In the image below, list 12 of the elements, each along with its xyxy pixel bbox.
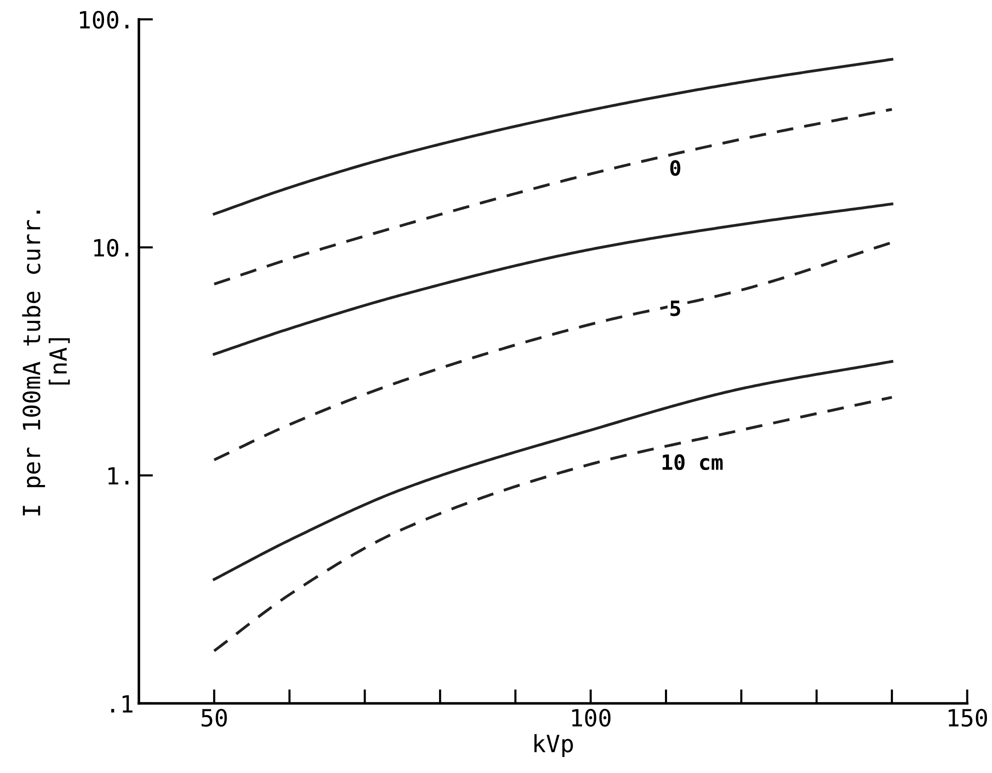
annotation: 0 xyxy=(670,160,680,176)
y-tick-label: 1. xyxy=(108,467,128,484)
annotation: 5 xyxy=(670,300,680,316)
y-tick-label: .1 xyxy=(111,695,132,712)
y-tick-label: 10. xyxy=(94,238,128,257)
annotation: 10 cm xyxy=(662,454,723,470)
y-tick-label: 100. xyxy=(80,10,128,29)
x-axis-title: kVp xyxy=(534,734,573,758)
x-tick-label: 100 xyxy=(572,708,610,727)
x-tick-label: 50 xyxy=(202,708,227,727)
x-tick-label: 150 xyxy=(948,708,987,727)
y-axis-title: I per 100mA tube curr. [nA] xyxy=(22,210,70,516)
